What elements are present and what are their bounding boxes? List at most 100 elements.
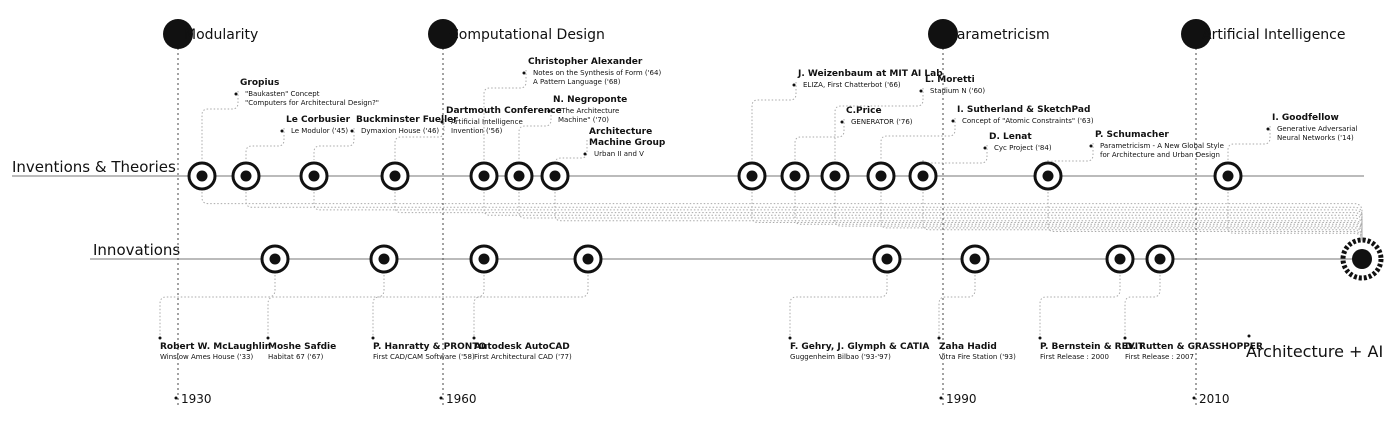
theory-sub: A Pattern Language ('68) — [533, 78, 621, 86]
theory-node-dot — [829, 170, 841, 182]
theory-node-dot — [875, 170, 887, 182]
theory-sub: Notes on the Synthesis of Form ('64) — [533, 69, 661, 77]
theory-connector — [313, 192, 1363, 240]
theory-sub: "Computers for Architectural Design?" — [245, 99, 379, 107]
theory-leader — [394, 119, 445, 160]
era-dot — [1181, 19, 1211, 49]
era-label: Modularity — [184, 27, 258, 43]
theory-node-dot — [746, 170, 758, 182]
theory-node-dot — [196, 170, 208, 182]
theory-title: C.Price — [846, 106, 882, 116]
year-dot — [1192, 396, 1196, 400]
innovations-row-label: Innovations — [93, 241, 180, 259]
theory-node-dot — [549, 170, 561, 182]
event-labels: Gropius "Baukasten" Concept"Computers for… — [158, 57, 1357, 361]
era-year: 2010 — [1199, 392, 1230, 406]
theory-bullet — [1266, 127, 1270, 131]
theory-leader — [1047, 143, 1094, 168]
theory-sub: GENERATOR ('76) — [851, 118, 913, 126]
theory-title: Le Corbusier — [286, 115, 351, 125]
theory-title: L. Moretti — [925, 75, 975, 85]
year-dot — [174, 396, 178, 400]
theory-node-dot — [308, 170, 320, 182]
theory-connector — [518, 192, 1363, 240]
theory-node-dot — [240, 170, 252, 182]
innovation-node-dot — [969, 253, 981, 265]
theory-title: J. Weizenbaum at MIT AI Lab — [797, 69, 943, 79]
innovation-title: Robert W. McLaughlin — [160, 342, 271, 352]
theory-bullet — [350, 129, 354, 133]
theory-bullet — [840, 120, 844, 124]
theory-sub: Cyc Project ('84) — [994, 144, 1052, 152]
theory-connector — [880, 192, 1363, 240]
theory-sub: Artificial Intelligence — [451, 118, 523, 126]
theory-connector — [794, 192, 1363, 240]
era-label: Artificial Intelligence — [1202, 27, 1346, 43]
theory-connector — [245, 192, 1363, 240]
innovation-bullet — [1038, 336, 1042, 340]
innovation-node-dot — [1114, 253, 1126, 265]
era-label: Parametricism — [949, 27, 1050, 43]
theory-connector — [922, 192, 1363, 240]
theory-title: I. Sutherland & SketchPad — [957, 105, 1090, 115]
theory-title: Christopher Alexander — [528, 57, 643, 67]
theory-leader — [245, 128, 285, 160]
year-dot — [939, 396, 943, 400]
theory-title: N. Negroponte — [553, 95, 627, 105]
theories-row-label: Inventions & Theories — [12, 158, 176, 176]
theory-sub: Le Modulor ('45) — [291, 127, 348, 135]
theory-leader — [880, 118, 956, 160]
innovation-leader — [789, 275, 888, 336]
year-dot — [439, 396, 443, 400]
innovation-bullet — [937, 336, 941, 340]
theory-title: D. Lenat — [989, 132, 1032, 142]
theory-sub: Parametricism - A New Global Style — [1100, 142, 1224, 150]
era-dot — [163, 19, 193, 49]
innovation-leader — [159, 275, 276, 336]
theory-node-dot — [513, 170, 525, 182]
theory-sub: "Baukasten" Concept — [245, 90, 320, 98]
innovation-node-dot — [378, 253, 390, 265]
innovation-leader — [1124, 275, 1161, 336]
innovation-node-dot — [582, 253, 594, 265]
innovation-sub: First Release : 2000 — [1040, 353, 1109, 361]
theory-leader — [201, 91, 239, 160]
theory-leader — [794, 119, 845, 160]
theory-leader — [1227, 126, 1271, 160]
innovation-bullet — [266, 336, 270, 340]
innovation-bullet — [788, 336, 792, 340]
theory-node-dot — [789, 170, 801, 182]
theory-leader — [483, 70, 527, 160]
theory-sub: Invention ('56) — [451, 127, 503, 135]
innovation-bullet — [371, 336, 375, 340]
theory-title: P. Schumacher — [1095, 130, 1169, 140]
innovation-leader — [473, 275, 589, 336]
innovation-sub: Winslow Ames House ('33) — [160, 353, 253, 361]
final-bullet — [1247, 334, 1251, 338]
event-nodes — [187, 161, 1243, 274]
theory-node-dot — [1222, 170, 1234, 182]
innovation-title: P. Bernstein & REVIT — [1040, 342, 1145, 352]
theory-sub: "The Architecture — [558, 107, 619, 115]
final-label: Architecture + AI — [1246, 342, 1383, 361]
innovation-sub: Vitra Fire Station ('93) — [939, 353, 1016, 361]
innovation-title: F. Gehry, J. Glymph & CATIA — [790, 342, 929, 352]
theory-title-2: Machine Group — [589, 138, 666, 148]
theory-sub: Machine" ('70) — [558, 116, 609, 124]
innovation-leader — [372, 275, 485, 336]
theory-node-dot — [1042, 170, 1054, 182]
innovation-bullet — [158, 336, 162, 340]
theory-leader — [554, 140, 588, 165]
theory-bullet — [983, 146, 987, 150]
innovation-title: Moshe Safdie — [268, 342, 336, 352]
theory-sub: Stadium N ('60) — [930, 87, 985, 95]
theory-sub: for Architecture and Urban Design — [1100, 151, 1220, 159]
innovation-sub: First Architectural CAD ('77) — [474, 353, 572, 361]
era-year: 1930 — [181, 392, 212, 406]
innovation-title: P. Hanratty & PRONTO — [373, 342, 486, 352]
final-node-dot — [1352, 249, 1372, 269]
theory-bullet — [583, 152, 587, 156]
innovation-title: Zaha Hadid — [939, 342, 997, 352]
theory-bullet — [280, 129, 284, 133]
innovation-node-dot — [1154, 253, 1166, 265]
